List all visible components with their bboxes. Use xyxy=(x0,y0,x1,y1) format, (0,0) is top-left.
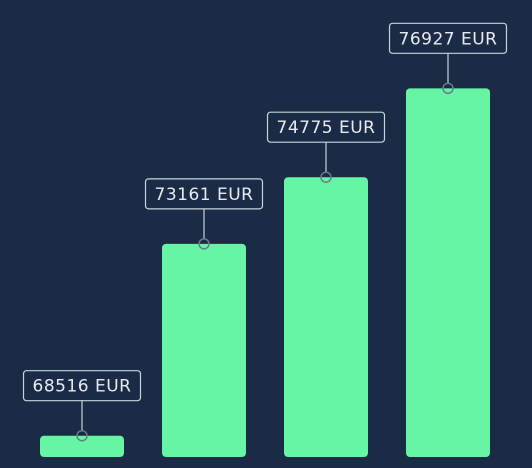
label-anchor xyxy=(198,238,210,250)
value-label: 68516 EUR xyxy=(33,377,132,397)
label-anchor xyxy=(320,171,332,183)
bar xyxy=(162,243,246,457)
value-label: 76927 EUR xyxy=(399,29,498,49)
label-anchor xyxy=(76,429,88,442)
label-box xyxy=(22,370,142,402)
bar xyxy=(406,88,490,457)
value-label: 73161 EUR xyxy=(155,185,254,205)
bar xyxy=(40,435,124,457)
value-label: 74775 EUR xyxy=(277,118,376,138)
bar xyxy=(284,177,368,457)
label-box xyxy=(266,111,386,143)
label-box xyxy=(144,178,264,210)
label-box xyxy=(388,22,508,54)
label-anchor xyxy=(442,82,454,95)
